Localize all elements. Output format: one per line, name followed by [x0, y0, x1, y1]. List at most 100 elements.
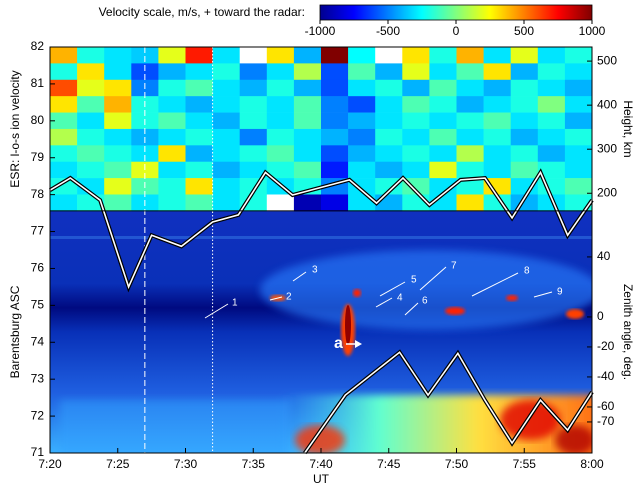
- heatmap-cell: [456, 96, 484, 113]
- heatmap-cell: [104, 145, 132, 163]
- x-tick-label: 8:00: [580, 457, 604, 471]
- x-tick-label: 7:40: [309, 457, 333, 471]
- annotation-leader: [375, 297, 393, 308]
- heatmap-cell: [402, 128, 430, 146]
- heatmap-cell: [510, 145, 539, 163]
- heatmap-cell: [104, 63, 132, 81]
- heatmap-cell: [104, 96, 132, 113]
- heatmap-cell: [564, 96, 593, 113]
- heatmap-cell: [321, 128, 349, 146]
- heatmap-cell: [77, 79, 105, 97]
- heatmap-cell: [483, 145, 511, 163]
- heatmap-cell: [321, 145, 349, 163]
- colorbar-tick-label: 0: [453, 24, 460, 38]
- y-tick-label: 78: [31, 187, 45, 201]
- heatmap-cell: [239, 63, 268, 81]
- heatmap-cell: [50, 79, 78, 97]
- heatmap-cell: [293, 145, 322, 163]
- colorbar-tick-label: 1000: [579, 24, 606, 38]
- heatmap-cell: [456, 194, 484, 212]
- keogram-image: [50, 211, 592, 453]
- line: [304, 351, 593, 454]
- heatmap-cell: [185, 128, 213, 146]
- y-tick-label: 76: [31, 261, 45, 275]
- heatmap-cell: [266, 112, 295, 130]
- heatmap-cell: [185, 161, 213, 179]
- heatmap-cell: [50, 63, 78, 81]
- heatmap-cell: [239, 79, 268, 97]
- heatmap-cell: [158, 96, 186, 113]
- annotation-label: 4: [397, 293, 403, 304]
- annotation-label: 7: [451, 261, 457, 272]
- right-tick-label: -60: [597, 399, 615, 413]
- heatmap-cell: [348, 47, 376, 64]
- heatmap-cell: [185, 178, 213, 195]
- heatmap-cell: [266, 79, 295, 97]
- heatmap-cell: [483, 79, 511, 97]
- heatmap-cell: [212, 47, 240, 64]
- heatmap-cell: [158, 112, 186, 130]
- heatmap-cell: [212, 178, 240, 195]
- heatmap-cell: [456, 128, 484, 146]
- heatmap-cell: [266, 161, 295, 179]
- right-tick-label: 0: [597, 309, 604, 323]
- heatmap-cell: [321, 47, 349, 64]
- heatmap-cell: [266, 145, 295, 163]
- heatmap-cell: [293, 128, 322, 146]
- heatmap-cell: [564, 63, 593, 81]
- annotation-leader: [533, 291, 553, 298]
- heatmap-cell: [185, 63, 213, 81]
- x-tick-label: 7:20: [38, 457, 62, 471]
- heatmap-cell: [158, 145, 186, 163]
- heatmap-cell: [293, 112, 322, 130]
- annotation-leader: [404, 302, 419, 316]
- heatmap-cell: [456, 112, 484, 130]
- heatmap-cell: [483, 161, 511, 179]
- heatmap-cell: [375, 63, 403, 81]
- heatmap-cell: [131, 161, 159, 179]
- heatmap-cell: [564, 79, 593, 97]
- heatmap-cell: [564, 161, 593, 179]
- heatmap-cell: [537, 96, 566, 113]
- heatmap-cell: [537, 128, 566, 146]
- heatmap-cell: [537, 63, 566, 81]
- heatmap-cell: [293, 96, 322, 113]
- heatmap-cell: [158, 79, 186, 97]
- right-tick-label: -70: [597, 414, 615, 428]
- colorbar: [319, 4, 593, 21]
- heatmap-cell: [77, 161, 105, 179]
- heatmap-cell: [239, 128, 268, 146]
- heatmap-cell: [456, 63, 484, 81]
- heatmap-cell: [104, 128, 132, 146]
- heatmap-cell: [50, 194, 78, 212]
- heatmap-cell: [429, 63, 457, 81]
- heatmap-cell: [456, 47, 484, 64]
- heatmap-cell: [293, 79, 322, 97]
- heatmap-cell: [266, 194, 295, 212]
- heatmap-cell: [212, 128, 240, 146]
- heatmap-cell: [239, 161, 268, 179]
- bottom-y-label: Barentsburg ASC: [8, 285, 22, 378]
- heatmap-cell: [375, 145, 403, 163]
- heatmap-cell: [402, 96, 430, 113]
- right-tick-label: 400: [597, 97, 617, 111]
- heatmap-cell: [104, 112, 132, 130]
- heatmap-cell: [402, 63, 430, 81]
- heatmap-cell: [50, 128, 78, 146]
- y-tick-label: 82: [31, 39, 45, 53]
- heatmap-cell: [375, 128, 403, 146]
- right-tick-label: -40: [597, 369, 615, 383]
- heatmap-cell: [348, 128, 376, 146]
- heatmap-cell: [510, 161, 539, 179]
- heatmap-cell: [402, 112, 430, 130]
- y-tick-label: 81: [31, 76, 45, 90]
- heatmap-cell: [50, 178, 78, 195]
- heatmap-cell: [77, 112, 105, 130]
- heatmap-cell: [185, 194, 213, 212]
- y-tick-label: 71: [31, 445, 45, 459]
- heatmap-cell: [77, 145, 105, 163]
- y-tick-label: 79: [31, 150, 45, 164]
- heatmap-cell: [429, 145, 457, 163]
- y-tick-label: 72: [31, 408, 45, 422]
- heatmap-cell: [456, 161, 484, 179]
